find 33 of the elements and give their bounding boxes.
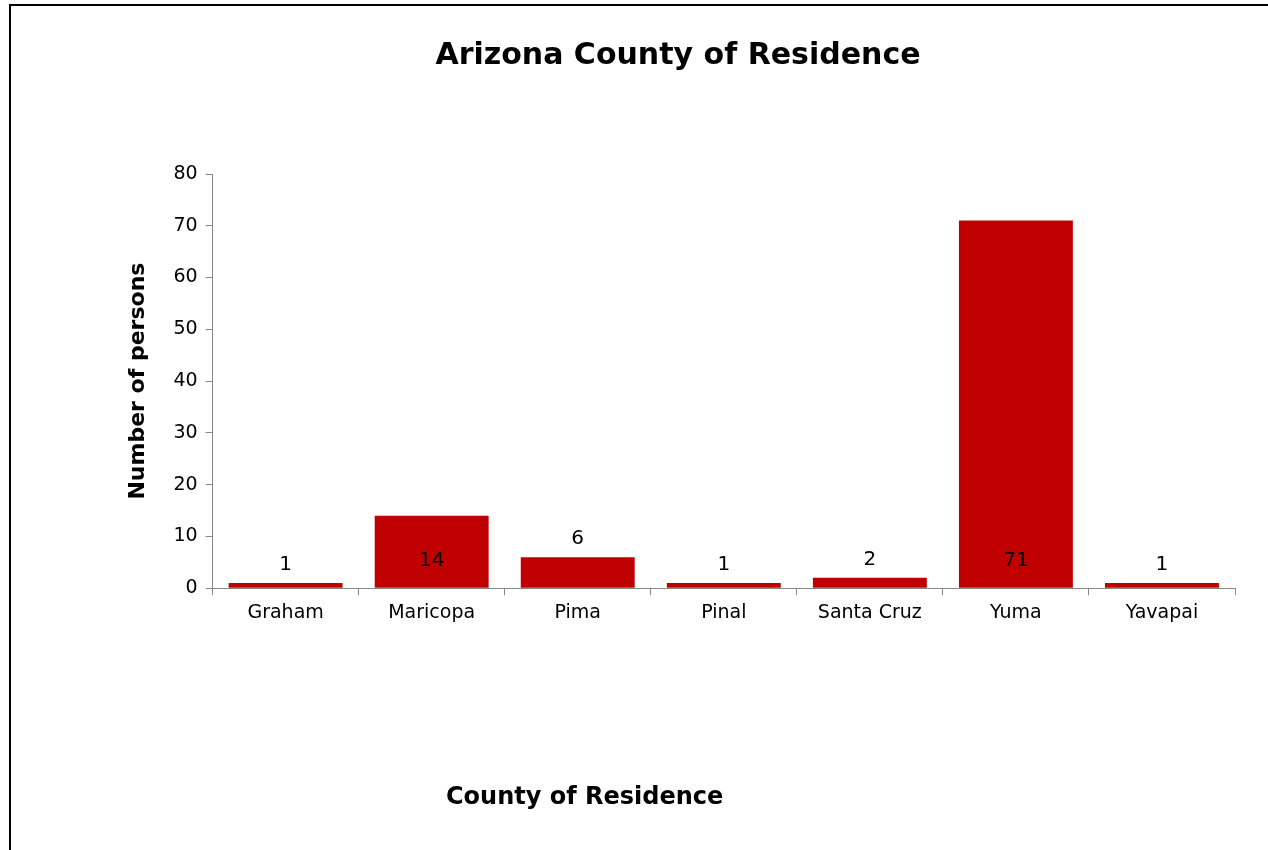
data-label: 14: [418, 546, 445, 571]
bar: [520, 557, 635, 588]
y-tick-label: 20: [173, 471, 198, 494]
x-tick-label: Pima: [554, 599, 601, 622]
y-tick-label: 10: [173, 523, 198, 546]
bar: [228, 583, 343, 588]
data-label: 1: [1155, 551, 1169, 576]
data-label: 71: [1003, 546, 1029, 571]
x-tick-label: Yuma: [989, 599, 1042, 622]
x-tick-label: Yavapai: [1124, 599, 1199, 622]
x-tick-label: Santa Cruz: [817, 599, 922, 622]
bar: [812, 577, 927, 588]
data-label: 6: [571, 525, 585, 550]
y-tick-label: 50: [173, 316, 198, 339]
bar: [374, 515, 489, 588]
y-tick-label: 80: [173, 160, 198, 183]
y-axis-title: Number of persons: [123, 262, 149, 500]
text: County of Residence: [446, 782, 724, 810]
y-tick-label: 0: [185, 575, 198, 598]
y-tick-label: 40: [173, 368, 198, 391]
data-label: 1: [717, 551, 731, 576]
y-tick-label: 60: [173, 264, 198, 287]
data-label: 2: [863, 546, 877, 571]
chart-title: Arizona County of Residence: [435, 35, 921, 71]
x-tick-label: Graham: [247, 599, 324, 622]
x-tick-label: Maricopa: [388, 599, 476, 622]
x-tick-label: Pinal: [701, 599, 747, 622]
bar: [666, 583, 781, 588]
y-tick-label: 30: [173, 419, 198, 442]
bar: [958, 220, 1073, 588]
y-tick-label: 70: [173, 212, 198, 235]
bar: [1105, 583, 1219, 588]
data-label: 1: [279, 551, 292, 576]
